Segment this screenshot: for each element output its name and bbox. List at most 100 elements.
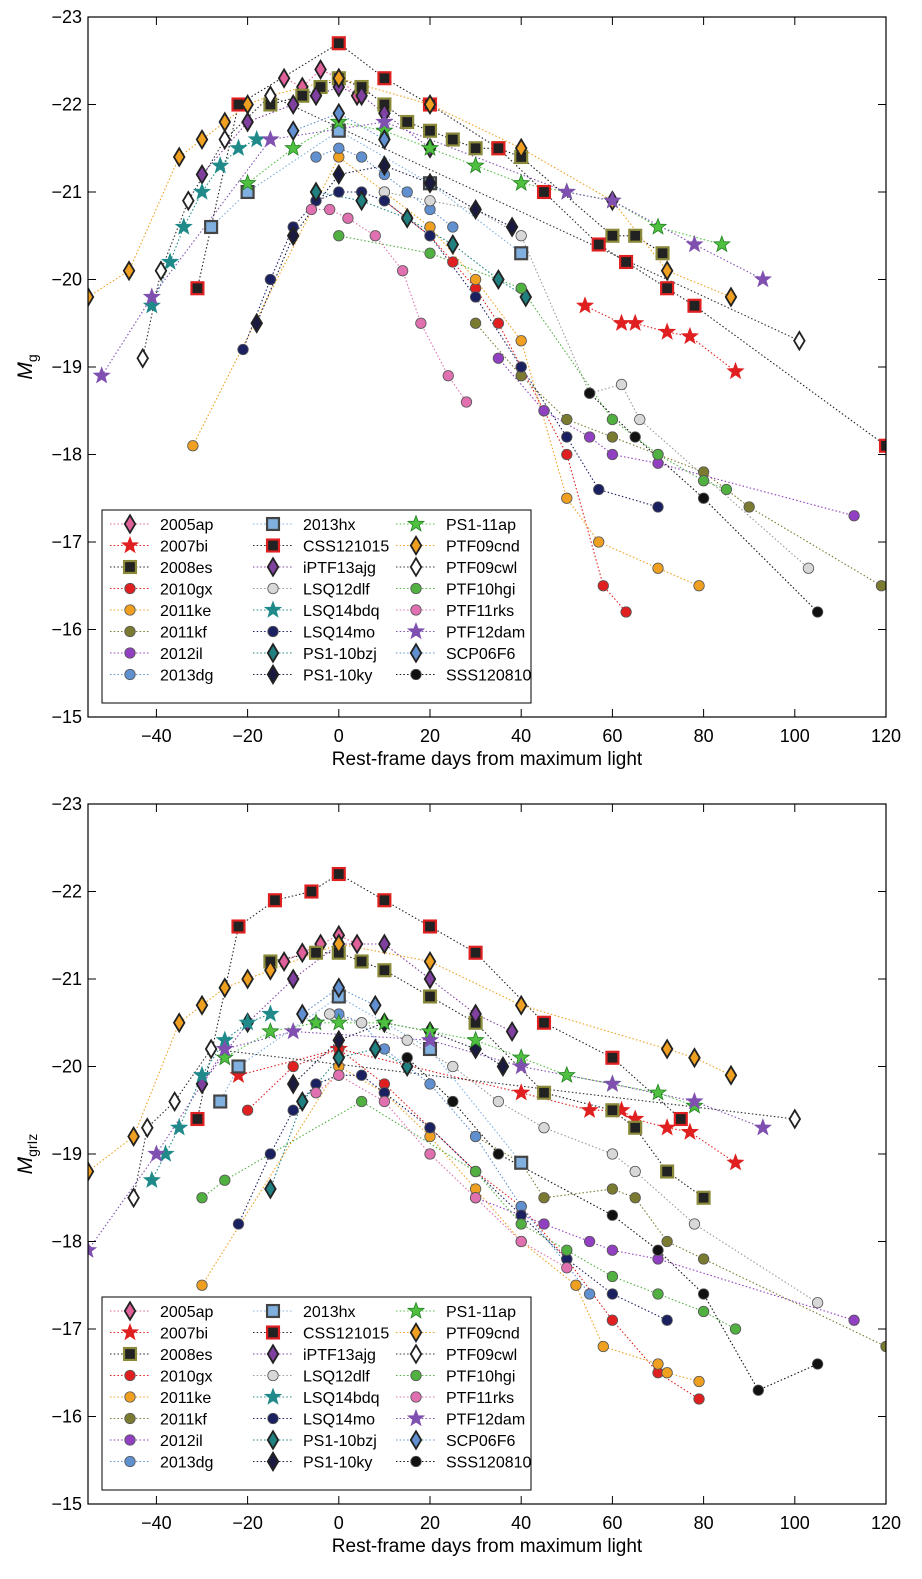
x-axis-label: Rest-frame days from maximum light — [332, 749, 643, 770]
data-point-SCP06F6 — [296, 1003, 309, 1025]
data-point-2010gx — [597, 580, 609, 592]
data-point-LSQ14mo — [661, 1314, 673, 1326]
data-point-2011ke — [187, 440, 199, 452]
data-point-PS1-11ap — [557, 1065, 576, 1083]
data-point-PTF09cwl — [793, 330, 806, 352]
legend-marker-LSQ12dlf — [267, 1369, 279, 1382]
data-point-PS1-10ky — [332, 1029, 346, 1051]
legend-marker-2011ke — [124, 604, 136, 616]
data-point-PTF12dam — [685, 1091, 704, 1110]
series-line-2011kf — [475, 1136, 886, 1347]
legend-marker-2007bi — [120, 1322, 140, 1341]
data-point-2013dg — [401, 186, 413, 198]
data-point-2012il — [583, 1235, 596, 1248]
data-point-PTF12dam — [375, 112, 394, 130]
data-point-PS1-10ky — [332, 164, 346, 185]
legend-label: PTF12dam — [446, 1412, 525, 1429]
data-point-SCP06F6 — [332, 102, 346, 124]
data-point-PTF09cnd — [514, 137, 528, 159]
series-line-2013dg — [315, 1013, 591, 1295]
data-point-LSQ14mo — [561, 431, 573, 443]
data-point-SSS120810 — [629, 431, 641, 443]
series-line-PS1-11ap — [247, 121, 722, 246]
series-line-2011ke — [192, 156, 700, 587]
y-tick-label: −15 — [51, 1494, 82, 1514]
data-point-SCP06F6 — [378, 129, 391, 150]
data-point-PS1-10ky — [423, 172, 437, 194]
data-point-iPTF13ajg — [378, 933, 391, 955]
series-line-PS1-10ky — [292, 1022, 504, 1085]
legend-label: PTF12dam — [446, 625, 525, 642]
legend-label: LSQ14bdq — [303, 603, 380, 620]
data-point-2013hx — [514, 246, 529, 261]
data-point-2013hx — [204, 219, 219, 235]
data-point-2008es — [377, 963, 392, 978]
legend-label: 2010gx — [160, 582, 213, 599]
data-point-2010gx — [447, 256, 459, 268]
data-point-2011kf — [875, 580, 886, 592]
legend-marker-2010gx — [124, 1369, 136, 1382]
x-tick-label: 40 — [511, 726, 531, 746]
data-point-PTF12dam — [603, 1074, 622, 1092]
y-tick-label: −22 — [51, 882, 82, 902]
data-point-SSS120810 — [697, 492, 710, 504]
data-point-2010gx — [561, 448, 573, 461]
series-line-CSS121015 — [196, 42, 886, 447]
legend-marker-PS1-11ap — [406, 1301, 426, 1319]
data-point-CSS121015 — [660, 281, 675, 296]
legend-label: 2011kf — [160, 625, 207, 642]
data-point-PTF09cwl — [140, 1117, 154, 1139]
legend-marker-2010gx — [124, 582, 136, 595]
data-point-LSQ14bdq — [142, 296, 161, 314]
data-point-2013dg — [333, 142, 345, 154]
data-point-PTF10hgi — [196, 1192, 208, 1204]
y-tick-label: −20 — [51, 270, 82, 290]
legend-marker-PS1-10ky — [266, 664, 280, 685]
y-axis-label: Mg — [14, 354, 40, 379]
legend-marker-SCP06F6 — [409, 642, 423, 664]
data-point-LSQ14bdq — [160, 252, 180, 270]
series-line-PTF12dam — [88, 1030, 764, 1251]
legend-marker-PS1-10bzj — [266, 642, 280, 664]
legend-label: 2011ke — [160, 1390, 211, 1407]
data-point-2007bi — [680, 326, 699, 345]
data-point-PS1-10ky — [469, 199, 482, 220]
legend-label: 2010gx — [160, 1369, 213, 1386]
data-point-2012il — [538, 405, 550, 417]
series-line-PTF11rks — [311, 208, 467, 403]
data-point-PTF11rks — [460, 396, 473, 408]
data-point-PTF11rks — [369, 230, 381, 242]
data-point-2011ke — [652, 1358, 664, 1370]
legend-label: 2013dg — [160, 1455, 213, 1472]
legend-marker-PTF11rks — [410, 604, 422, 616]
data-point-iPTF13ajg — [195, 164, 209, 185]
legend-marker-PS1-10ky — [266, 1451, 280, 1472]
data-point-LSQ12dlf — [538, 1122, 550, 1134]
data-point-LSQ14mo — [652, 501, 664, 513]
data-point-PTF09cnd — [423, 94, 437, 115]
data-point-2013hx — [231, 1059, 246, 1074]
data-point-LSQ14bdq — [238, 1013, 257, 1031]
legend-label: LSQ14mo — [303, 625, 375, 642]
data-point-PTF12dam — [261, 129, 280, 148]
data-point-PS1-10bzj — [296, 1091, 309, 1112]
data-point-2008es — [696, 1190, 711, 1205]
data-point-iPTF13ajg — [286, 94, 300, 115]
data-point-iPTF13ajg — [355, 85, 368, 107]
y-axis-label: MgrIz — [14, 1134, 40, 1175]
data-point-PTF09cwl — [154, 260, 168, 282]
legend-marker-SCP06F6 — [409, 1429, 423, 1451]
data-point-PTF10hgi — [515, 282, 527, 294]
data-point-PS1-11ap — [306, 1013, 326, 1031]
plot-area — [88, 866, 886, 1405]
data-point-2012il — [492, 352, 505, 364]
series-line-PTF10hgi — [201, 1100, 736, 1330]
data-point-PTF11rks — [305, 203, 318, 216]
data-point-iPTF13ajg — [241, 111, 254, 133]
x-tick-label: 20 — [420, 1513, 440, 1533]
data-point-PTF12dam — [215, 1039, 234, 1057]
data-point-2007bi — [657, 322, 677, 340]
data-point-PS1-10bzj — [492, 269, 505, 290]
data-point-2013dg — [310, 151, 322, 163]
data-point-LSQ14bdq — [261, 1004, 280, 1022]
